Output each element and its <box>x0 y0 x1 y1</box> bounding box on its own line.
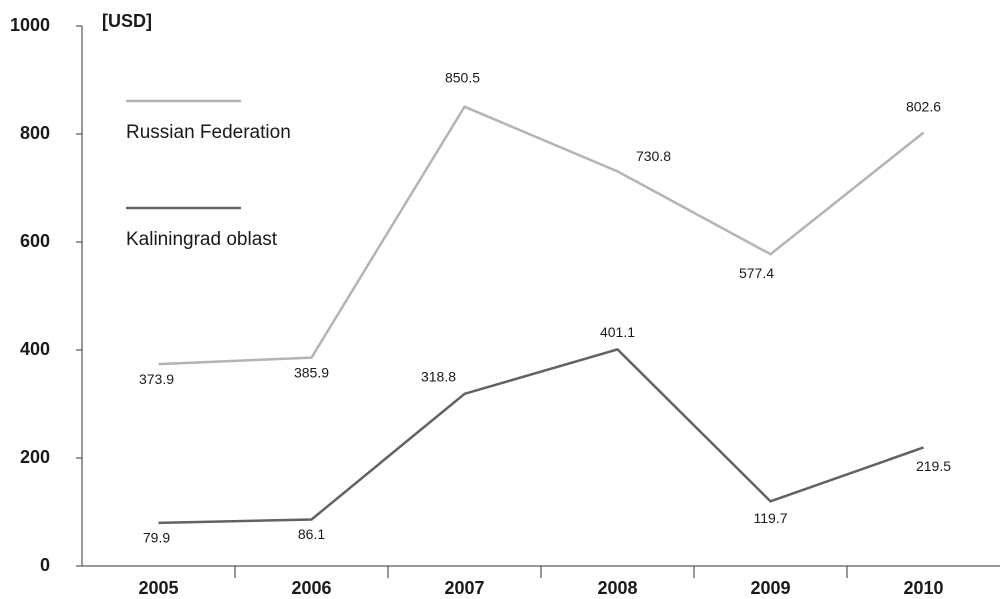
y-tick-label: 200 <box>20 447 50 467</box>
y-tick-label: 800 <box>20 123 50 143</box>
x-tick-label: 2006 <box>291 578 331 598</box>
data-label: 79.9 <box>143 530 170 546</box>
x-tick-label: 2009 <box>750 578 790 598</box>
data-label: 385.9 <box>294 364 329 380</box>
y-axis-label: [USD] <box>102 11 152 31</box>
data-label: 401.1 <box>600 324 635 340</box>
data-label: 119.7 <box>754 510 788 526</box>
series-line <box>158 348 924 525</box>
data-label: 730.8 <box>636 148 671 164</box>
series-line <box>158 105 925 366</box>
data-label: 318.8 <box>421 369 456 385</box>
y-tick-label: 600 <box>20 231 50 251</box>
legend-label: Russian Federation <box>126 122 291 143</box>
x-tick-label: 2005 <box>138 578 178 598</box>
data-label: 86.1 <box>298 526 325 542</box>
y-tick-label: 1000 <box>10 15 50 35</box>
data-label: 802.6 <box>906 98 941 114</box>
legend-label: Kaliningrad oblast <box>126 229 278 250</box>
y-tick-label: 400 <box>20 339 50 359</box>
data-label: 373.9 <box>139 371 174 387</box>
data-label: 577.4 <box>739 265 774 281</box>
data-label: 219.5 <box>916 458 951 474</box>
x-tick-label: 2010 <box>903 578 943 598</box>
y-tick-label: 0 <box>40 555 50 575</box>
x-tick-label: 2008 <box>597 578 637 598</box>
data-label: 850.5 <box>445 69 480 85</box>
x-tick-label: 2007 <box>444 578 484 598</box>
